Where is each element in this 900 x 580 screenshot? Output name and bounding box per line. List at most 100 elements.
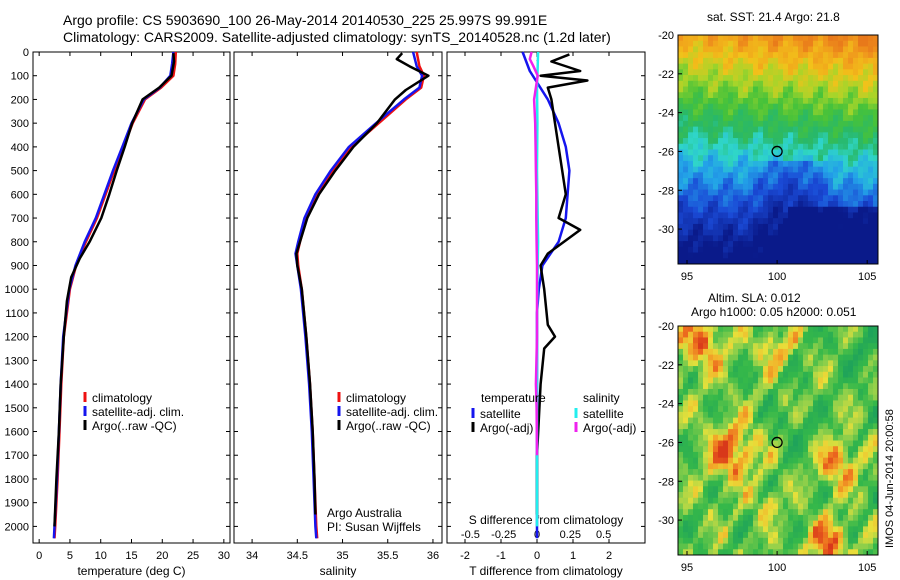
map-cell [798, 252, 804, 259]
map-cell [808, 366, 814, 373]
map-cell [698, 103, 704, 110]
map-cell [788, 509, 794, 516]
map-cell [773, 80, 779, 88]
map-cell [793, 75, 799, 82]
map-cell [723, 86, 729, 93]
map-cell [713, 241, 719, 248]
map-cell [698, 514, 704, 522]
map-cell [718, 166, 724, 173]
map-cell [803, 35, 809, 42]
map-cell [683, 417, 689, 424]
map-cell [813, 497, 819, 504]
map-cell [873, 229, 879, 236]
map-cell [733, 440, 739, 447]
map-cell [848, 474, 854, 482]
map-cell [863, 469, 869, 476]
map-cell [728, 166, 734, 173]
map-cell [678, 103, 684, 110]
map-cell [873, 252, 879, 259]
map-cell [873, 469, 879, 476]
map-cell [863, 149, 869, 156]
map-cell [853, 258, 859, 265]
map-cell [678, 532, 684, 539]
map-cell [683, 543, 689, 550]
y-tick-label: 1400 [5, 379, 29, 391]
map-cell [808, 126, 814, 133]
map-cell [833, 178, 839, 185]
map-cell [723, 155, 729, 162]
map-cell [698, 457, 704, 464]
map-cell [738, 92, 744, 99]
map-cell [798, 371, 804, 379]
map-cell [833, 549, 839, 556]
map-cell [753, 75, 759, 82]
map-cell [813, 492, 819, 499]
map-cell [778, 383, 784, 390]
map-cell [748, 149, 754, 156]
map-cell [863, 532, 869, 539]
map-cell [763, 360, 769, 367]
map-cell [813, 514, 819, 522]
map-cell [838, 549, 844, 556]
map-cell [768, 514, 774, 522]
map-cell [743, 537, 749, 545]
map-cell [738, 166, 744, 173]
map-cell [838, 126, 844, 133]
map-cell [793, 388, 799, 396]
map-cell [713, 155, 719, 162]
map-cell [838, 354, 844, 361]
map-cell [718, 92, 724, 99]
map-cell [688, 434, 694, 441]
map-cell [778, 138, 784, 145]
map-cell [733, 138, 739, 145]
map-cell [813, 201, 819, 208]
map-cell [768, 246, 774, 254]
map-cell [843, 63, 849, 70]
map-cell [873, 80, 879, 88]
map-cell [873, 337, 879, 344]
map-cell [723, 149, 729, 156]
map-cell [873, 411, 879, 419]
map-cell [743, 160, 749, 168]
map-cell [698, 69, 704, 76]
map-cell [778, 520, 784, 527]
map-cell [693, 388, 699, 396]
map-cell [813, 63, 819, 70]
map-cell [848, 354, 854, 361]
map-cell [853, 532, 859, 539]
map-cell [768, 223, 774, 231]
map-cell [858, 155, 864, 162]
map-cell [713, 469, 719, 476]
map-cell [833, 520, 839, 527]
map-cell [868, 417, 874, 424]
map-cell [848, 241, 854, 248]
map-cell [738, 463, 744, 470]
map-cell [788, 69, 794, 76]
x-axis-label: temperature (deg C) [77, 564, 185, 578]
map-cell [853, 543, 859, 550]
map-cell [848, 451, 854, 459]
map-cell [698, 143, 704, 150]
map-cell [703, 132, 709, 139]
map-cell [818, 440, 824, 447]
map-cell [748, 235, 754, 242]
map-cell [783, 371, 789, 379]
map-cell [823, 178, 829, 185]
map-cell [858, 429, 864, 436]
map-cell [843, 218, 849, 225]
map-cell [798, 57, 804, 65]
map-cell [783, 109, 789, 116]
map-cell [783, 143, 789, 150]
map-cell [778, 103, 784, 110]
map-cell [698, 366, 704, 373]
map-cell [753, 120, 759, 128]
map-cell [798, 223, 804, 231]
map-cell [783, 46, 789, 53]
map-cell [728, 143, 734, 150]
map-cell [733, 394, 739, 401]
map-cell [728, 354, 734, 361]
map-cell [708, 417, 714, 424]
map-cell [843, 337, 849, 344]
map-cell [828, 543, 834, 550]
y-tick-label: -28 [658, 476, 674, 488]
